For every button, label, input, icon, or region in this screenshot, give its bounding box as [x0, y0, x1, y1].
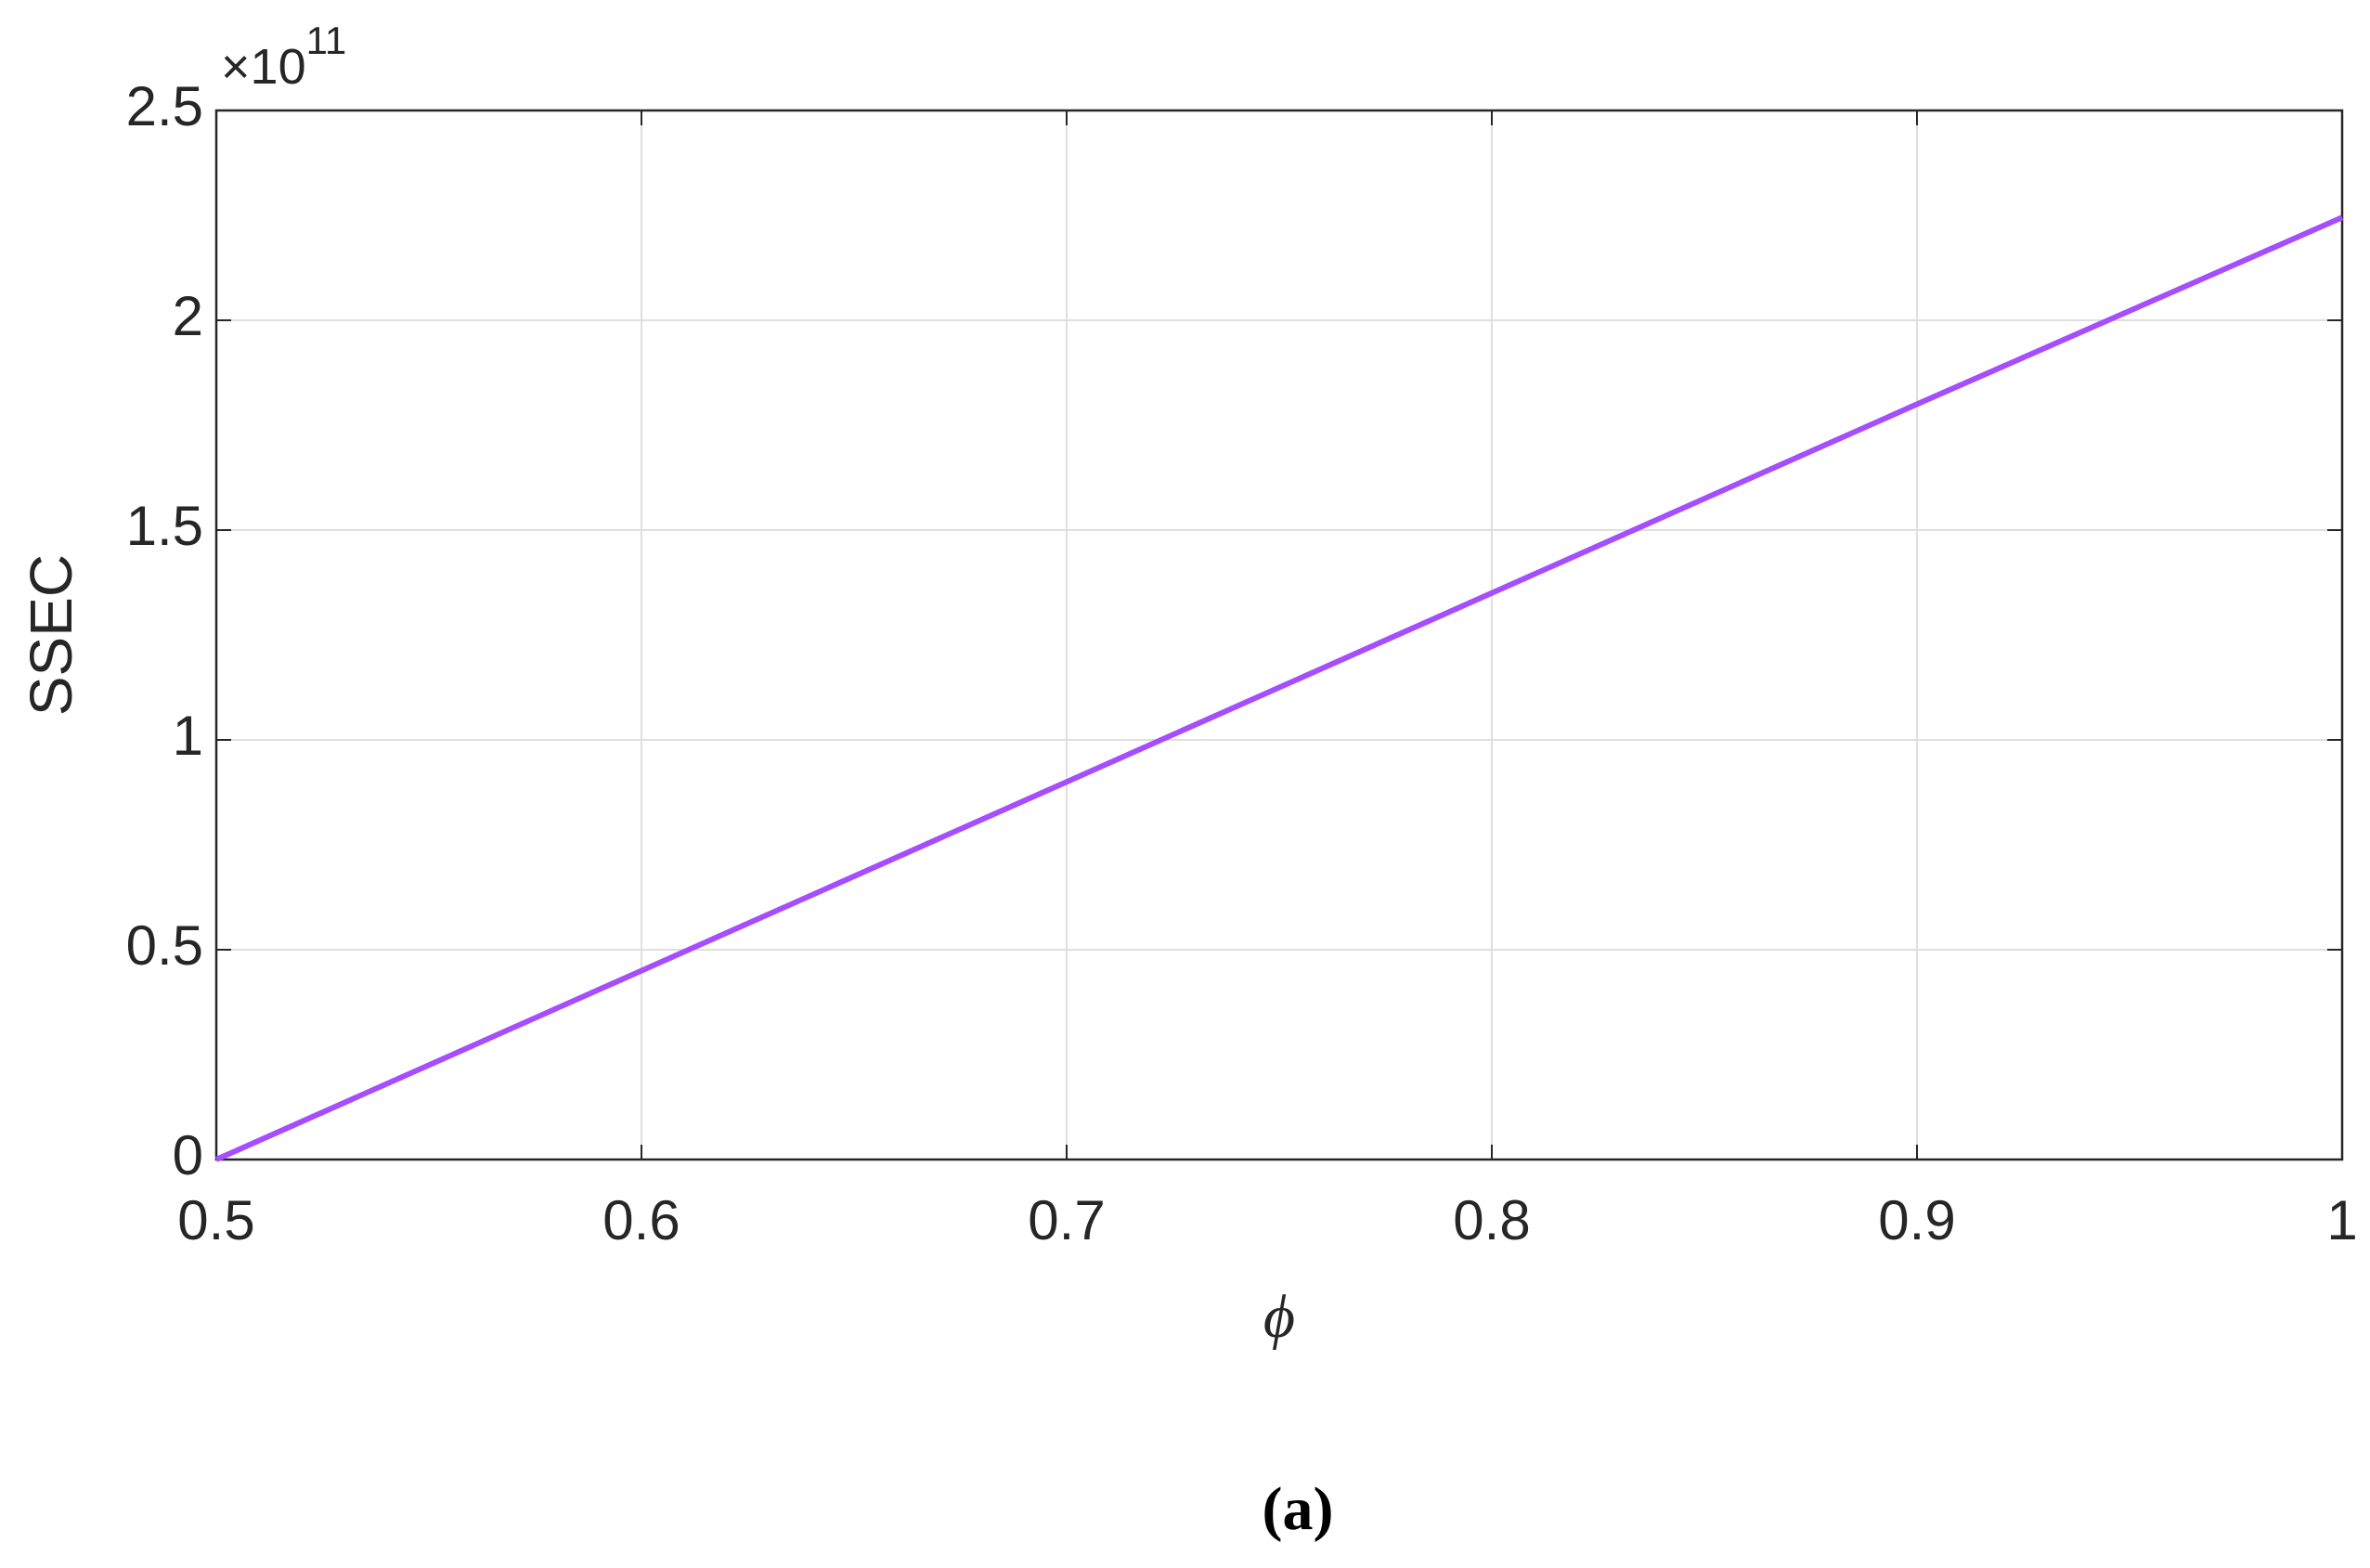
x-tick-label: 0.7 — [1028, 1189, 1105, 1251]
x-tick-label: 0.6 — [602, 1189, 680, 1251]
x-tick-label: 0.5 — [177, 1189, 254, 1251]
plot-frame — [214, 109, 2344, 1161]
x-axis-label: ϕ — [1263, 1283, 1295, 1351]
y-tick-label: 2.5 — [126, 75, 203, 137]
y-tick-label: 1 — [173, 705, 203, 767]
caption: (a) — [1263, 1475, 1334, 1543]
data-line — [214, 214, 2344, 1162]
multiplier-base: ×10 — [221, 39, 306, 95]
multiplier-exponent: 11 — [306, 19, 347, 62]
y-tick-label: 0 — [173, 1124, 203, 1186]
x-tick-label: 0.9 — [1878, 1189, 1955, 1251]
y-multiplier: ×1011 — [221, 19, 346, 95]
y-axis-label: SSEC — [18, 554, 84, 716]
y-tick-label: 2 — [173, 285, 203, 347]
y-tick-label: 1.5 — [126, 495, 203, 557]
x-tick-label: 1 — [2326, 1189, 2357, 1251]
x-tick-label: 0.8 — [1453, 1189, 1530, 1251]
y-tick-label: 0.5 — [126, 914, 203, 977]
